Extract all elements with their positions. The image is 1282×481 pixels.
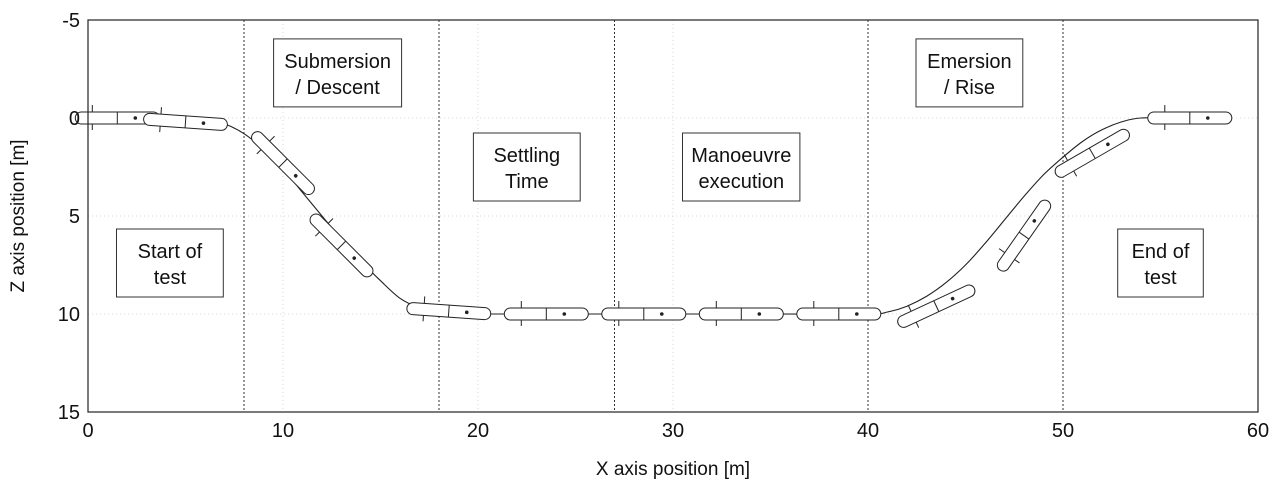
vehicle-section	[278, 158, 288, 168]
phase-label-text: Submersion	[284, 51, 391, 73]
vehicle-section	[336, 240, 347, 250]
y-tick-label: -5	[62, 10, 80, 32]
vehicle-dot	[133, 116, 138, 120]
vehicle-fin	[915, 321, 920, 328]
vehicle-dot	[855, 312, 859, 316]
phase-label-box: Manoeuvre execution	[682, 132, 801, 202]
plot-frame	[87, 19, 1259, 413]
vehicle-section	[1088, 147, 1096, 159]
vehicle-marker	[698, 301, 784, 326]
vehicle-fin	[998, 248, 1006, 254]
vehicle-marker	[996, 199, 1052, 272]
vehicle-markers	[74, 105, 1233, 328]
vehicle-marker	[406, 296, 492, 322]
vehicle-fin	[327, 218, 334, 224]
vehicle-marker	[897, 284, 976, 328]
vehicle-dot	[1032, 219, 1037, 223]
vehicle-fin	[314, 231, 320, 237]
y-axis-title: Z axis position [m]	[8, 139, 29, 292]
y-tick-label: 0	[69, 108, 80, 130]
phase-label-text: Manoeuvre	[691, 145, 791, 167]
phase-label-text: / Rise	[944, 77, 995, 99]
vehicle-dot	[352, 256, 357, 260]
phase-label-text: Time	[505, 171, 549, 193]
x-tick-label: 30	[662, 420, 684, 442]
phase-label-text: test	[154, 267, 187, 289]
vehicle-dot	[950, 296, 955, 301]
x-tick-label: 40	[857, 420, 879, 442]
vehicle-dot	[562, 312, 567, 316]
vehicle-fin	[1014, 259, 1020, 264]
phase-labels: Start of test Submersion / Descent Settling T…	[116, 38, 1204, 298]
phase-label-text: Emersion	[927, 51, 1011, 73]
phase-label-box: Emersion / Rise	[915, 38, 1024, 108]
phase-label-box: Submersion / Descent	[273, 38, 403, 108]
vehicle-dot	[464, 310, 469, 315]
vehicle-marker	[74, 105, 160, 130]
phase-label-box: Settling Time	[472, 132, 581, 202]
vehicle-marker	[796, 301, 882, 326]
tick-labels: 0 10 20 30 40 50 60 -5 0 5 10 15	[58, 10, 1269, 442]
vehicle-dot	[293, 174, 298, 178]
vehicle-marker	[601, 301, 687, 326]
vehicle-fin	[1063, 154, 1069, 161]
vehicle-fin	[907, 304, 912, 312]
phase-label-text: / Descent	[295, 77, 380, 99]
y-tick-label: 15	[58, 402, 80, 424]
vehicle-dot	[757, 312, 762, 316]
vehicle-fin	[256, 149, 262, 155]
phase-label-text: execution	[698, 171, 784, 193]
phase-label-text: Start of	[138, 241, 203, 263]
vehicle-marker	[1054, 128, 1130, 178]
phase-label-box: End of test	[1117, 228, 1204, 298]
vehicle-dot	[201, 121, 206, 125]
vehicle-section	[184, 115, 187, 128]
phase-box-frame	[915, 38, 1024, 108]
vehicle-section	[447, 305, 450, 318]
vehicle-dot	[660, 312, 664, 316]
vehicle-dot	[1206, 116, 1210, 120]
x-tick-label: 10	[272, 420, 294, 442]
vehicle-fin	[1073, 170, 1078, 177]
y-tick-label: 5	[69, 206, 80, 228]
vehicle-section	[1018, 231, 1030, 240]
vehicle-section	[933, 300, 940, 312]
y-tick-label: 10	[58, 304, 80, 326]
x-tick-label: 50	[1052, 420, 1074, 442]
vehicle-marker	[143, 107, 228, 133]
x-tick-label: 0	[82, 420, 93, 442]
phase-label-text: Settling	[493, 145, 560, 167]
vehicle-marker	[503, 301, 589, 326]
phase-label-box: Start of test	[116, 228, 224, 298]
x-tick-label: 20	[467, 420, 489, 442]
vehicle-marker	[1147, 105, 1233, 130]
phase-box-frame	[273, 38, 403, 108]
phase-box-frame	[682, 132, 801, 202]
x-tick-label: 60	[1247, 420, 1269, 442]
x-axis-title: X axis position [m]	[596, 459, 750, 480]
phase-label-text: test	[1144, 267, 1177, 289]
phase-label-text: End of	[1132, 241, 1190, 263]
vehicle-dot	[1106, 142, 1110, 147]
phase-box-frame	[1117, 228, 1204, 298]
phase-box-frame	[116, 228, 224, 298]
phase-box-frame	[472, 132, 581, 202]
vehicle-fin	[269, 135, 275, 142]
phase-boundary-lines	[243, 20, 1064, 412]
